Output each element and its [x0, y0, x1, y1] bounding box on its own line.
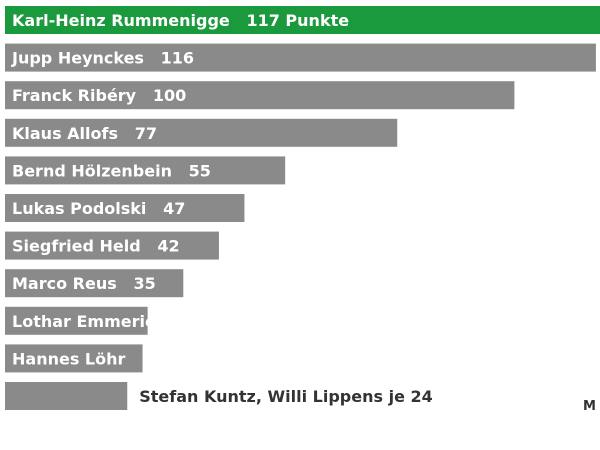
bar-4 — [5, 118, 398, 147]
bar-label-7: Siegfried Held 42 — [12, 237, 180, 256]
bar-label-9: Lothar Emmerich 28 — [12, 312, 205, 331]
bar-5 — [5, 156, 286, 185]
bars-group — [5, 6, 600, 410]
bar-label-4: Klaus Allofs 77 — [12, 124, 157, 143]
bar-1 — [5, 6, 600, 34]
bar-label-10: Hannes Löhr 27 — [12, 349, 164, 368]
bar-11 — [5, 382, 128, 410]
bar-label-2: Jupp Heynckes 116 — [11, 49, 194, 68]
bar-label-6: Lukas Podolski 47 — [12, 199, 185, 218]
bar-label-3: Franck Ribéry 100 — [12, 86, 186, 105]
bar-10 — [5, 344, 143, 373]
bar-7 — [5, 231, 219, 260]
bar-label-1: Karl-Heinz Rummenigge 117 Punkte — [12, 11, 349, 30]
corner-text: M — [583, 399, 596, 414]
bar-8 — [5, 269, 184, 298]
bar-2 — [5, 43, 596, 72]
bar-6 — [5, 194, 245, 222]
labels-group: Karl-Heinz Rummenigge 117 Punkte Jupp Hey… — [11, 11, 433, 406]
bar-9 — [5, 306, 148, 335]
bar-label-8: Marco Reus 35 — [12, 274, 156, 293]
bar-label-11: Stefan Kuntz, Willi Lippens je 24 — [139, 387, 433, 406]
bar-label-5: Bernd Hölzenbein 55 — [12, 161, 211, 180]
bar-3 — [5, 81, 515, 110]
